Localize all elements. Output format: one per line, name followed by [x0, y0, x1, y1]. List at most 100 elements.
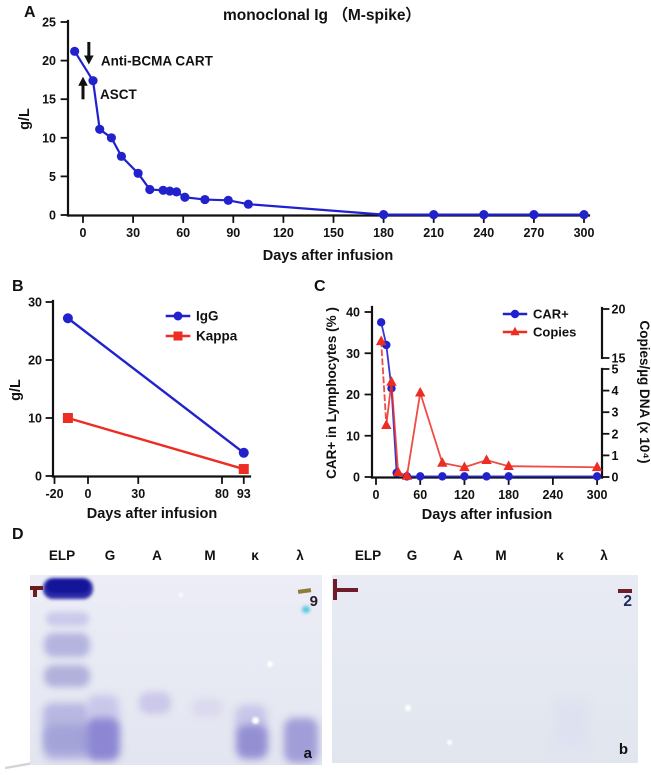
- svg-text:300: 300: [574, 226, 595, 240]
- svg-text:30: 30: [126, 226, 140, 240]
- lane-label-A: A: [152, 548, 162, 563]
- svg-text:0: 0: [353, 471, 360, 485]
- svg-text:-20: -20: [45, 487, 63, 501]
- svg-text:60: 60: [413, 488, 427, 502]
- svg-text:5: 5: [49, 170, 56, 184]
- svg-text:4: 4: [612, 384, 619, 398]
- gel-image-b: 2 b: [332, 575, 638, 763]
- lane-label-A: A: [453, 548, 463, 563]
- panel-a-label: A: [24, 4, 36, 21]
- svg-text:210: 210: [423, 226, 444, 240]
- lane-label-λ: λ: [296, 548, 304, 563]
- svg-text:80: 80: [215, 487, 229, 501]
- svg-text:0: 0: [35, 470, 42, 484]
- gel-band: [139, 692, 171, 714]
- gel-image-a: 9 a: [30, 575, 322, 765]
- svg-text:3: 3: [612, 406, 619, 420]
- svg-text:90: 90: [226, 226, 240, 240]
- gel-speck: [405, 705, 411, 711]
- lane-label-λ: λ: [600, 548, 608, 563]
- gel-b-corner-label: b: [618, 741, 628, 758]
- svg-text:240: 240: [542, 488, 563, 502]
- panel-d-label: D: [12, 526, 24, 543]
- svg-text:60: 60: [176, 226, 190, 240]
- gel-speck: [179, 593, 183, 597]
- svg-text:300: 300: [587, 488, 608, 502]
- gel-speck: [447, 740, 452, 745]
- svg-text:180: 180: [373, 226, 394, 240]
- svg-text:270: 270: [523, 226, 544, 240]
- svg-text:Days after infusion: Days after infusion: [263, 248, 394, 264]
- lane-label-G: G: [104, 548, 116, 563]
- svg-text:5: 5: [612, 363, 619, 377]
- panel-b-label: B: [12, 278, 24, 295]
- svg-text:Days after infusion: Days after infusion: [422, 507, 553, 523]
- gel-band: [236, 725, 268, 759]
- svg-text:Copies/µg DNA (x 10⁴): Copies/µg DNA (x 10⁴): [637, 321, 651, 464]
- svg-text:20: 20: [612, 303, 626, 317]
- svg-text:25: 25: [42, 16, 56, 30]
- lane-label-M: M: [204, 548, 216, 563]
- svg-text:20: 20: [28, 354, 42, 368]
- svg-text:2: 2: [612, 427, 619, 441]
- svg-text:0: 0: [49, 209, 56, 223]
- svg-text:20: 20: [42, 54, 56, 68]
- svg-text:40: 40: [346, 306, 360, 320]
- svg-text:120: 120: [273, 226, 294, 240]
- svg-text:10: 10: [42, 131, 56, 145]
- gel-band: [44, 633, 90, 657]
- svg-text:180: 180: [498, 488, 519, 502]
- svg-text:g/L: g/L: [17, 108, 33, 130]
- svg-text:ASCT: ASCT: [100, 87, 138, 102]
- svg-text:Days after infusion: Days after infusion: [87, 506, 218, 522]
- gel-band: [86, 718, 120, 761]
- svg-text:Copies: Copies: [533, 325, 576, 340]
- lane-label-M: M: [495, 548, 507, 563]
- gel-band: [192, 699, 223, 717]
- panel-c-chart: 0 60 120 180 240 300 0 10 20 30 40 0 1 2 3 4 515 20 Days a…: [324, 303, 651, 524]
- svg-text:30: 30: [28, 296, 42, 310]
- gel-band: [46, 612, 89, 626]
- lane-label-G: G: [406, 548, 418, 563]
- gel-b-right-dash: [618, 589, 632, 593]
- gel-band: [284, 718, 318, 763]
- gel-a-left-mark: [30, 586, 43, 590]
- svg-text:15: 15: [612, 352, 626, 366]
- svg-text:Kappa: Kappa: [196, 329, 238, 344]
- lane-label-κ: κ: [556, 548, 564, 563]
- svg-text:0: 0: [612, 471, 619, 485]
- svg-text:CAR+: CAR+: [533, 307, 569, 322]
- svg-text:20: 20: [346, 388, 360, 402]
- svg-text:15: 15: [42, 93, 56, 107]
- svg-text:Anti-BCMA CART: Anti-BCMA CART: [101, 53, 214, 68]
- svg-text:150: 150: [323, 226, 344, 240]
- svg-text:1: 1: [612, 449, 619, 463]
- gel-speck: [267, 661, 273, 667]
- svg-text:93: 93: [237, 487, 251, 501]
- svg-text:IgG: IgG: [196, 309, 219, 324]
- svg-text:30: 30: [346, 347, 360, 361]
- gel-a-left-mark: [33, 588, 37, 597]
- svg-text:0: 0: [85, 487, 92, 501]
- gel-a-corner-label: a: [303, 745, 312, 762]
- gel-band: [44, 665, 90, 687]
- svg-text:CAR+ in Lymphocytes (% ): CAR+ in Lymphocytes (% ): [324, 307, 339, 479]
- svg-text:240: 240: [473, 226, 494, 240]
- gel-a-cyan-smudge: [302, 606, 310, 613]
- svg-text:monoclonal Ig （M-spike）: monoclonal Ig （M-spike）: [223, 6, 421, 24]
- svg-text:30: 30: [131, 487, 145, 501]
- svg-text:10: 10: [28, 412, 42, 426]
- panel-c-label: C: [314, 278, 326, 295]
- svg-text:0: 0: [80, 226, 87, 240]
- gel-speck: [252, 717, 259, 724]
- lane-label-κ: κ: [251, 548, 259, 563]
- gel-band: [47, 580, 89, 593]
- svg-text:10: 10: [346, 429, 360, 443]
- gel-band: [45, 725, 89, 753]
- lane-label-ELP: ELP: [354, 548, 382, 563]
- svg-text:0: 0: [373, 488, 380, 502]
- svg-text:g/L: g/L: [8, 379, 24, 401]
